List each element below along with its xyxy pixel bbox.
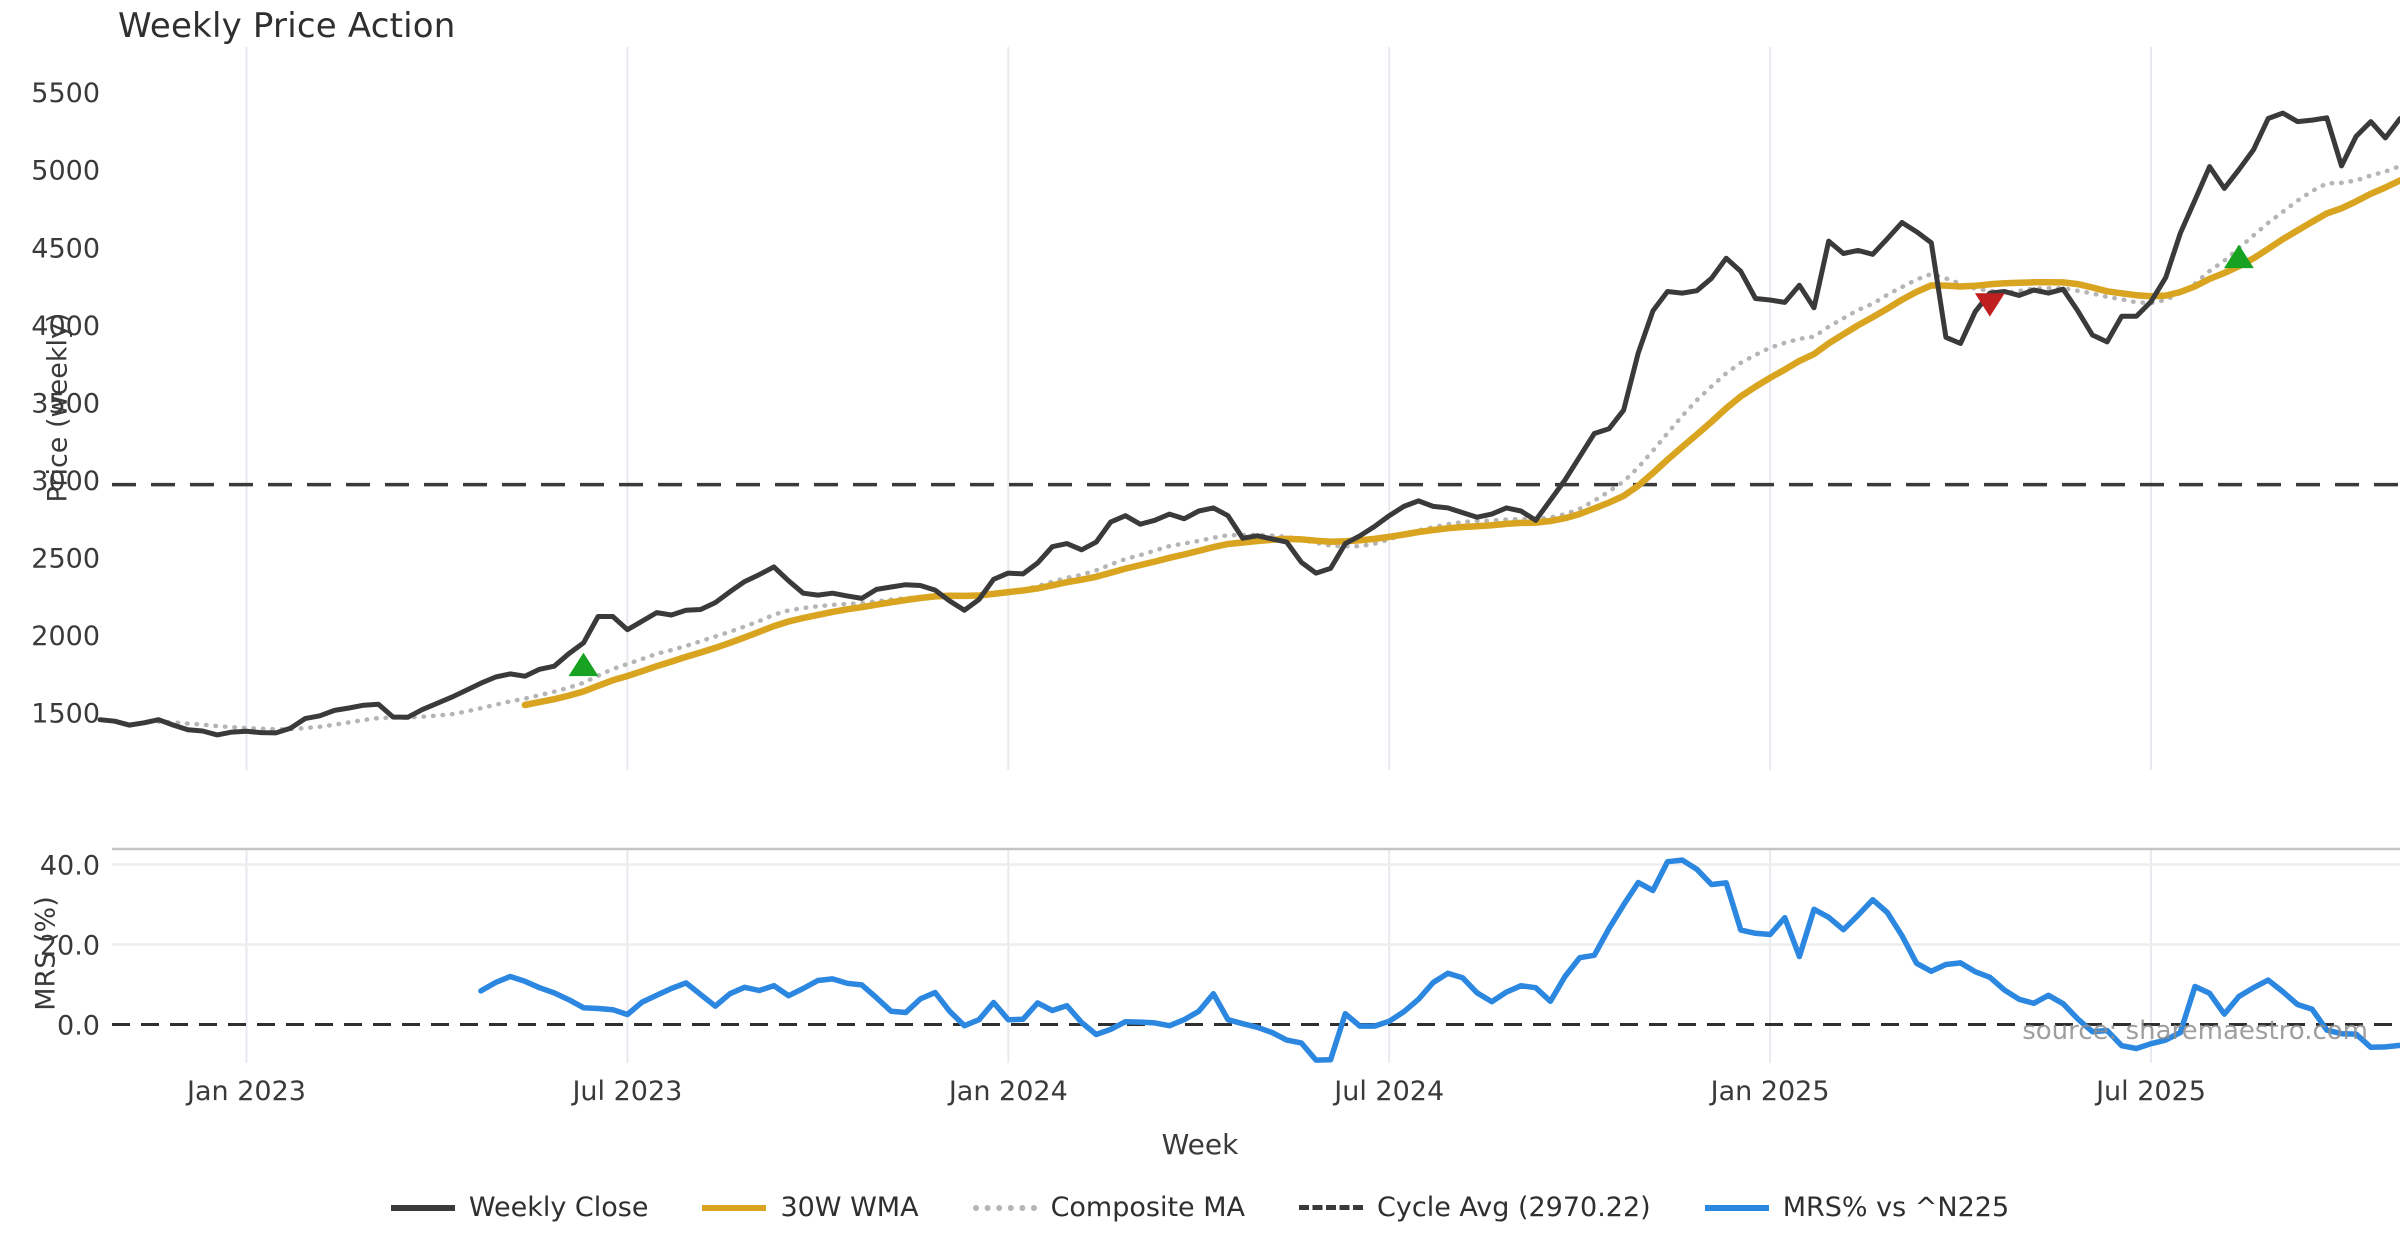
chart-legend: Weekly Close 30W WMA Composite MA Cycle Avg…	[0, 1192, 2400, 1223]
page-title: Weekly Price Action	[118, 6, 456, 46]
price-tick-2500: 2500	[31, 544, 100, 575]
buy-marker-2025-08-11	[2223, 244, 2254, 269]
price-tick-1500: 1500	[31, 699, 100, 730]
mrs-tick-0: 0.0	[57, 1011, 100, 1042]
price-tick-5000: 5000	[31, 156, 100, 187]
legend-label: Cycle Avg (2970.22)	[1377, 1192, 1651, 1223]
x-tick-Jan-2023: Jan 2023	[185, 1076, 306, 1107]
source-watermark: source: sharemaestro.com	[2022, 1016, 2368, 1046]
x-tick-Jan-2025: Jan 2025	[1709, 1076, 1830, 1107]
price-tick-2000: 2000	[31, 621, 100, 652]
legend-swatch-solid-icon	[702, 1204, 767, 1211]
x-tick-Jul-2023: Jul 2023	[570, 1076, 682, 1107]
series-30w-wma	[521, 177, 2400, 709]
legend-item-0: Weekly Close	[390, 1192, 649, 1223]
price-tick-3500: 3500	[31, 388, 100, 419]
price-tick-4000: 4000	[31, 311, 100, 342]
legend-item-3: Cycle Avg (2970.22)	[1299, 1192, 1651, 1223]
legend-swatch-solid-icon	[1704, 1204, 1769, 1211]
series-weekly-close	[97, 110, 2400, 738]
price-tick-3000: 3000	[31, 466, 100, 497]
legend-label: Weekly Close	[468, 1192, 649, 1223]
x-axis-label: Week	[1161, 1128, 1239, 1161]
series-composite-ma	[156, 163, 2400, 732]
legend-item-2: Composite MA	[972, 1192, 1246, 1223]
mrs-tick-20: 20.0	[40, 931, 100, 962]
series-mrs	[478, 857, 2400, 1063]
legend-swatch-solid-icon	[390, 1204, 455, 1211]
legend-item-4: MRS% vs ^N225	[1704, 1192, 2010, 1223]
sell-marker-2025-04-14	[1974, 293, 2005, 317]
mrs-tick-40: 40.0	[40, 851, 100, 882]
legend-swatch-dashed-icon	[1299, 1205, 1364, 1210]
legend-label: 30W WMA	[780, 1192, 919, 1223]
buy-marker-2023-06-12	[568, 652, 599, 677]
price-tick-5500: 5500	[31, 78, 100, 109]
legend-label: Composite MA	[1050, 1192, 1246, 1223]
x-tick-Jan-2024: Jan 2024	[947, 1076, 1068, 1107]
legend-item-1: 30W WMA	[702, 1192, 919, 1223]
x-tick-Jul-2024: Jul 2024	[1332, 1076, 1444, 1107]
price-tick-4500: 4500	[31, 233, 100, 264]
x-tick-Jul-2025: Jul 2025	[2094, 1076, 2206, 1107]
legend-swatch-dotted-icon	[972, 1204, 1037, 1211]
legend-label: MRS% vs ^N225	[1782, 1192, 2010, 1223]
